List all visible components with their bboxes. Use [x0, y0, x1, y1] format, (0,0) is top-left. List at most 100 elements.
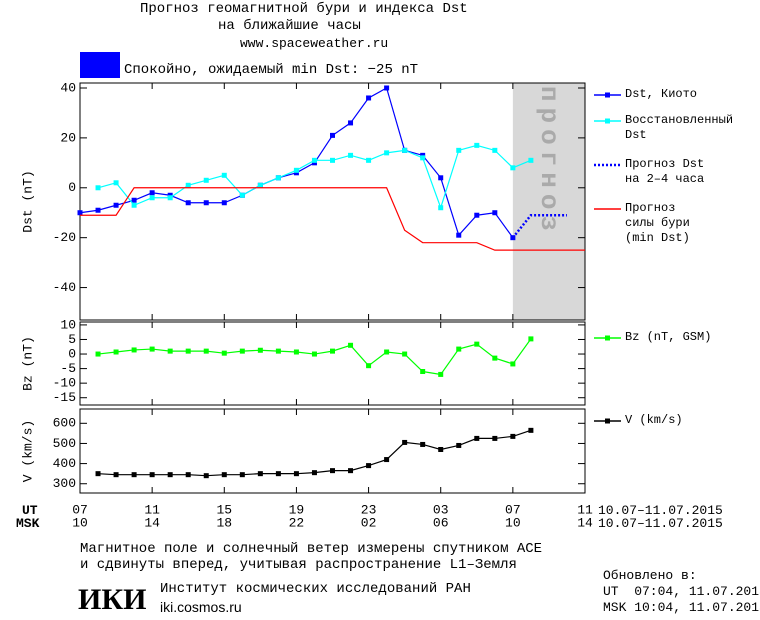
title: Прогноз геомагнитной бури и индекса Dst [140, 1, 468, 17]
y-axis-title: V (km/s) [20, 420, 35, 482]
data-point [275, 348, 281, 354]
legend-label: Прогноз Dst на 2–4 часа [625, 157, 705, 186]
y-tick-label: 20 [60, 130, 76, 145]
data-point [95, 207, 101, 213]
series-line [79, 87, 514, 239]
data-point [420, 369, 426, 375]
data-point [113, 472, 119, 478]
data-point [167, 472, 173, 478]
y-tick-label: 0 [68, 346, 76, 361]
data-point [384, 349, 390, 355]
ut-label: UT [22, 503, 38, 518]
data-point [185, 182, 191, 188]
data-point [474, 212, 480, 218]
data-point [239, 192, 245, 198]
data-point [420, 155, 426, 161]
forecast-label: прогноз [534, 86, 564, 237]
x-tick-label: 10 [505, 515, 521, 530]
data-point [438, 205, 444, 211]
updated-ut: UT 07:04, 11.07.2015 [603, 584, 760, 599]
data-point [438, 371, 444, 377]
data-point [510, 433, 516, 439]
data-point [293, 471, 299, 477]
data-point [221, 472, 227, 478]
data-point [420, 441, 426, 447]
data-point [293, 349, 299, 355]
plot-frame [79, 82, 586, 321]
data-point [131, 197, 137, 203]
msk-range: 10.07–11.07.2015 [598, 516, 723, 531]
data-point [185, 348, 191, 354]
data-point [384, 457, 390, 463]
data-point [384, 150, 390, 156]
y-tick-label: 5 [68, 332, 76, 347]
data-point [77, 210, 83, 216]
legend-marker [605, 118, 610, 124]
footer-note: Магнитное поле и солнечный ветер измерен… [80, 541, 543, 557]
data-point [275, 471, 281, 477]
data-point [384, 85, 390, 91]
data-point [95, 185, 101, 191]
data-point [474, 341, 480, 347]
data-point [348, 342, 354, 348]
y-tick-label: -40 [53, 280, 76, 295]
data-point [257, 347, 263, 353]
data-point [221, 350, 227, 356]
legend-marker [605, 335, 610, 341]
data-point [510, 361, 516, 367]
data-point [528, 427, 534, 433]
x-tick-label: 02 [361, 515, 377, 530]
data-point [492, 355, 498, 361]
footer-note: и сдвинуты вперед, учитывая распростране… [80, 557, 517, 573]
x-tick-label: 15 [216, 502, 232, 517]
x-tick-label: 10 [72, 515, 88, 530]
x-tick-label: 18 [216, 515, 232, 530]
y-tick-label: 400 [53, 456, 76, 471]
data-point [185, 200, 191, 206]
data-point [203, 200, 209, 206]
data-point [456, 346, 462, 352]
x-tick-label: 19 [289, 502, 305, 517]
y-tick-label: -10 [53, 376, 76, 391]
data-point [149, 190, 155, 196]
status-indicator [80, 52, 120, 78]
series-line [98, 429, 532, 477]
data-point [311, 157, 317, 163]
ut-range: 10.07–11.07.2015 [598, 503, 723, 518]
legend-marker [605, 92, 610, 98]
x-tick-label: 14 [577, 515, 593, 530]
y-tick-label: -15 [53, 390, 76, 405]
data-point [167, 348, 173, 354]
data-point [131, 472, 137, 478]
x-tick-label: 07 [505, 502, 521, 517]
data-point [149, 346, 155, 352]
source-url: www.spaceweather.ru [240, 36, 389, 51]
legend-label: Восстановленный Dst [625, 113, 734, 142]
plot-frame [79, 321, 586, 406]
data-point [402, 439, 408, 445]
series-line [97, 338, 532, 376]
legend-label: Dst, Киото [625, 87, 698, 101]
data-point [492, 147, 498, 153]
logo: ИКИ [78, 583, 147, 616]
data-point [239, 348, 245, 354]
data-point [438, 446, 444, 452]
status-text: Спокойно, ожидаемый min Dst: −25 nT [124, 62, 419, 78]
data-point [348, 120, 354, 126]
legend-label: V (km/s) [625, 413, 683, 427]
data-point [131, 202, 137, 208]
plot-frame [79, 408, 586, 494]
y-axis-title: Bz (nT) [20, 336, 35, 391]
data-point [113, 202, 119, 208]
data-point [492, 435, 498, 441]
data-point [366, 463, 372, 469]
data-point [510, 165, 516, 171]
data-point [528, 157, 534, 163]
data-point [474, 142, 480, 148]
y-tick-label: 0 [68, 180, 76, 195]
data-point [402, 147, 408, 153]
data-point [131, 347, 137, 353]
data-point [528, 336, 534, 342]
data-point [366, 95, 372, 101]
